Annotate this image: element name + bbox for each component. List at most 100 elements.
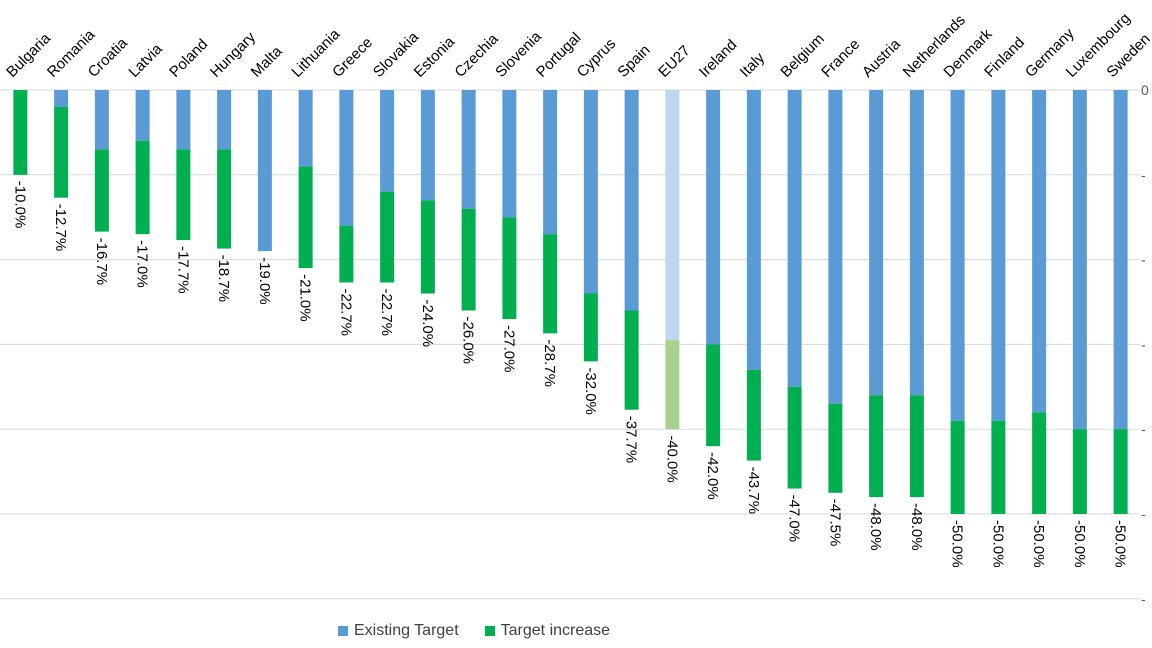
bar-existing-germany (1032, 90, 1047, 413)
y-tick-label: - (1141, 506, 1146, 522)
data-label-denmark: -50.0% (949, 520, 966, 568)
data-label-germany: -50.0% (1030, 520, 1047, 568)
bar-existing-austria (869, 90, 884, 396)
bar-increase-czechia (461, 208, 476, 311)
bar-increase-romania (54, 106, 69, 198)
category-label-spain: Spain (614, 42, 653, 81)
bar-increase-cyprus (583, 293, 598, 362)
legend-label-existing-target: Existing Target (354, 622, 459, 639)
y-tick-label: - (1141, 591, 1146, 607)
bar-increase-austria (869, 395, 884, 498)
legend: Existing Target Target increase (338, 620, 636, 642)
data-label-greece: -22.7% (337, 288, 354, 336)
data-label-slovakia: -22.7% (378, 288, 395, 336)
data-label-lithuania: -21.0% (297, 274, 314, 322)
bar-existing-netherlands (909, 90, 924, 396)
category-label-ireland: Ireland (696, 36, 740, 80)
data-label-hungary: -18.7% (215, 255, 232, 303)
bar-existing-hungary (217, 90, 232, 150)
bar-increase-slovakia (380, 191, 395, 283)
category-label-poland: Poland (166, 36, 211, 81)
data-label-slovenia: -27.0% (500, 325, 517, 373)
category-label-eu27: EU27 (655, 42, 694, 81)
y-axis-ticks: 0 - - - - - - (1141, 82, 1149, 607)
bar-increase-france (828, 403, 843, 493)
bar-increase-eu27 (665, 340, 680, 430)
data-label-bulgaria: -10.0% (11, 181, 28, 229)
y-tick-label: - (1141, 252, 1146, 268)
data-label-czechia: -26.0% (460, 316, 477, 364)
bar-increase-ireland (706, 344, 721, 447)
bar-increase-belgium (787, 386, 802, 489)
data-label-eu27: -40.0% (663, 435, 680, 483)
bar-existing-romania (54, 90, 69, 107)
data-label-luxembourg: -50.0% (1071, 520, 1088, 568)
bar-increase-greece (339, 225, 354, 283)
data-label-latvia: -17.0% (134, 240, 151, 288)
legend-swatch-existing-target (338, 626, 348, 636)
bar-increase-luxembourg (1072, 429, 1087, 514)
data-label-poland: -17.7% (174, 246, 191, 294)
data-label-romania: -12.7% (52, 204, 69, 252)
bar-increase-italy (746, 369, 761, 461)
bar-existing-france (828, 90, 843, 404)
bar-existing-slovenia (502, 90, 517, 218)
data-label-ireland: -42.0% (704, 452, 721, 500)
bar-existing-czechia (461, 90, 476, 209)
bar-existing-malta (257, 90, 272, 252)
bar-increase-spain (624, 310, 639, 410)
bar-existing-denmark (950, 90, 965, 421)
data-label-france: -47.5% (826, 499, 843, 547)
bar-existing-estonia (420, 90, 435, 201)
bar-increase-latvia (135, 140, 150, 235)
bar-existing-greece (339, 90, 354, 226)
data-label-sweden: -50.0% (1112, 520, 1129, 568)
category-label-malta: Malta (248, 42, 286, 80)
bar-increase-portugal (543, 234, 558, 334)
bar-existing-ireland (706, 90, 721, 345)
bar-existing-latvia (135, 90, 150, 141)
bar-existing-eu27 (665, 90, 680, 341)
category-label-belgium: Belgium (777, 30, 827, 80)
data-label-estonia: -24.0% (419, 300, 436, 348)
data-label-belgium: -47.0% (786, 495, 803, 543)
data-label-austria: -48.0% (867, 503, 884, 551)
data-label-netherlands: -48.0% (908, 503, 925, 551)
bar-increase-hungary (217, 149, 232, 249)
bar-existing-cyprus (583, 90, 598, 294)
data-labels: -10.0% -12.7% -16.7% -17.0% -17.7% -18.7% -19.… (11, 181, 1128, 568)
data-label-malta: -19.0% (256, 257, 273, 305)
bar-increase-finland (991, 420, 1006, 514)
bar-increase-denmark (950, 420, 965, 514)
bar-increase-croatia (94, 149, 109, 232)
bar-existing-belgium (787, 90, 802, 387)
bar-existing-spain (624, 90, 639, 311)
bar-existing-croatia (94, 90, 109, 150)
category-label-czechia: Czechia (451, 30, 502, 81)
legend-swatch-target-increase (484, 626, 495, 636)
gridlines (0, 89, 1140, 600)
bar-existing-finland (991, 90, 1006, 421)
category-label-latvia: Latvia (125, 40, 166, 81)
bar-existing-lithuania (298, 90, 313, 167)
bar-increase-estonia (420, 200, 435, 294)
legend-item-target-increase: Target increase (484, 622, 611, 640)
legend-label-target-increase: Target increase (500, 622, 611, 639)
bar-existing-italy (746, 90, 761, 370)
bar-increase-netherlands (909, 395, 924, 498)
bar-increase-germany (1032, 412, 1047, 514)
data-label-portugal: -28.7% (541, 339, 558, 387)
legend-item-existing-target: Existing Target (338, 622, 459, 640)
data-label-italy: -43.7% (745, 467, 762, 515)
bar-increase-slovenia (502, 217, 517, 319)
bar-increase-lithuania (298, 166, 313, 269)
bar-existing-poland (176, 90, 191, 150)
data-label-croatia: -16.7% (93, 238, 110, 286)
bar-increase-poland (176, 149, 191, 241)
y-tick-label: 0 (1141, 82, 1149, 98)
category-label-austria: Austria (859, 35, 904, 80)
bar-increase-bulgaria (13, 90, 28, 175)
bars (13, 90, 1128, 514)
